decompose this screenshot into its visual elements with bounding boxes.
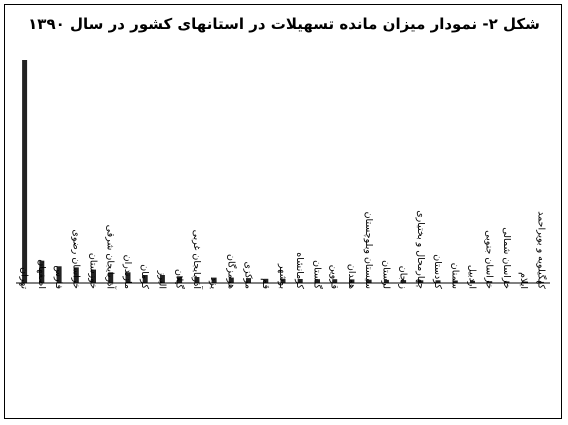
- bar-20: [366, 279, 372, 283]
- tick-label-8: البرز: [156, 270, 167, 289]
- tick-label-17: گلستان: [312, 260, 324, 289]
- bar-28: [504, 281, 510, 283]
- bar-27: [487, 281, 493, 283]
- tick-label-7: کرمان: [139, 264, 150, 289]
- tick-label-22: زنجان: [398, 266, 409, 290]
- bar-8: [159, 275, 165, 283]
- bar-25: [452, 280, 458, 283]
- tick-label-18: قزوین: [329, 265, 340, 289]
- tick-label-5: آذربایجان شرقی: [105, 225, 118, 290]
- bar-30: [538, 281, 544, 283]
- bar-5: [108, 272, 114, 283]
- bar-11: [211, 277, 217, 283]
- tick-label-15: بوشهر: [277, 263, 288, 289]
- bar-0: [22, 60, 28, 283]
- tick-label-23: چهارمحال و بختیاری: [415, 210, 426, 289]
- bar-3: [73, 267, 79, 283]
- tick-label-19: همدان: [346, 264, 357, 289]
- tick-label-12: هرمزگان: [225, 254, 237, 289]
- bar-2: [56, 266, 62, 283]
- bar-7: [142, 275, 148, 283]
- tick-label-10: آذربایجان غربی: [191, 230, 204, 290]
- tick-label-9: گیلان: [174, 269, 186, 290]
- bars-group: [22, 60, 544, 283]
- tick-label-29: ایلام: [518, 272, 529, 289]
- tick-label-26: اردبیل: [467, 265, 478, 289]
- bar-16: [297, 279, 303, 283]
- tick-label-1: اصفهان: [36, 259, 47, 289]
- bar-15: [280, 278, 286, 283]
- tick-labels-group: تهران اصفهان فارس خراسان رضوی خوزستان آذربایج…: [19, 210, 548, 289]
- chart-title: شکل ۲- نمودار میزان مانده تسهیلات در است…: [28, 15, 540, 33]
- tick-label-0: تهران: [19, 267, 30, 289]
- tick-label-24: کردستان: [432, 254, 443, 289]
- bar-19: [349, 279, 355, 283]
- bar-14: [263, 278, 269, 283]
- tick-label-20: سیستان وبلوچستان: [363, 212, 374, 289]
- bar-4: [91, 269, 96, 283]
- bar-10: [194, 277, 200, 283]
- tick-label-4: خوزستان: [88, 253, 99, 289]
- tick-label-6: مازندران: [122, 255, 133, 289]
- bar-22: [401, 280, 407, 283]
- tick-label-16: کرمانشاه: [294, 252, 305, 289]
- tick-label-25: سمنان: [449, 263, 460, 289]
- tick-label-30: کهگیلویه و بویراحمد: [535, 211, 547, 289]
- bar-26: [470, 280, 475, 283]
- bar-29: [521, 281, 527, 283]
- bar-13: [246, 278, 251, 283]
- bar-24: [435, 280, 441, 283]
- bar-12: [228, 277, 234, 283]
- bar-6: [125, 272, 131, 283]
- tick-label-21: لرستان: [380, 260, 391, 289]
- tick-label-3: خراسان رضوی: [70, 229, 81, 289]
- tick-label-14: قم: [260, 278, 271, 289]
- chart-frame: شکل ۲- نمودار میزان مانده تسهیلات در است…: [4, 4, 562, 419]
- tick-label-28: خراسان شمالی: [501, 227, 512, 289]
- tick-label-13: مرکزی: [243, 261, 254, 289]
- tick-label-11: یزد: [208, 277, 219, 289]
- bar-1: [39, 260, 45, 283]
- bar-21: [383, 279, 389, 283]
- tick-label-2: فارس: [53, 265, 64, 289]
- tick-label-27: خراسان جنوبی: [484, 230, 495, 289]
- bar-17: [315, 279, 320, 283]
- bar-18: [332, 279, 338, 283]
- bar-23: [418, 280, 424, 283]
- bar-9: [177, 276, 183, 283]
